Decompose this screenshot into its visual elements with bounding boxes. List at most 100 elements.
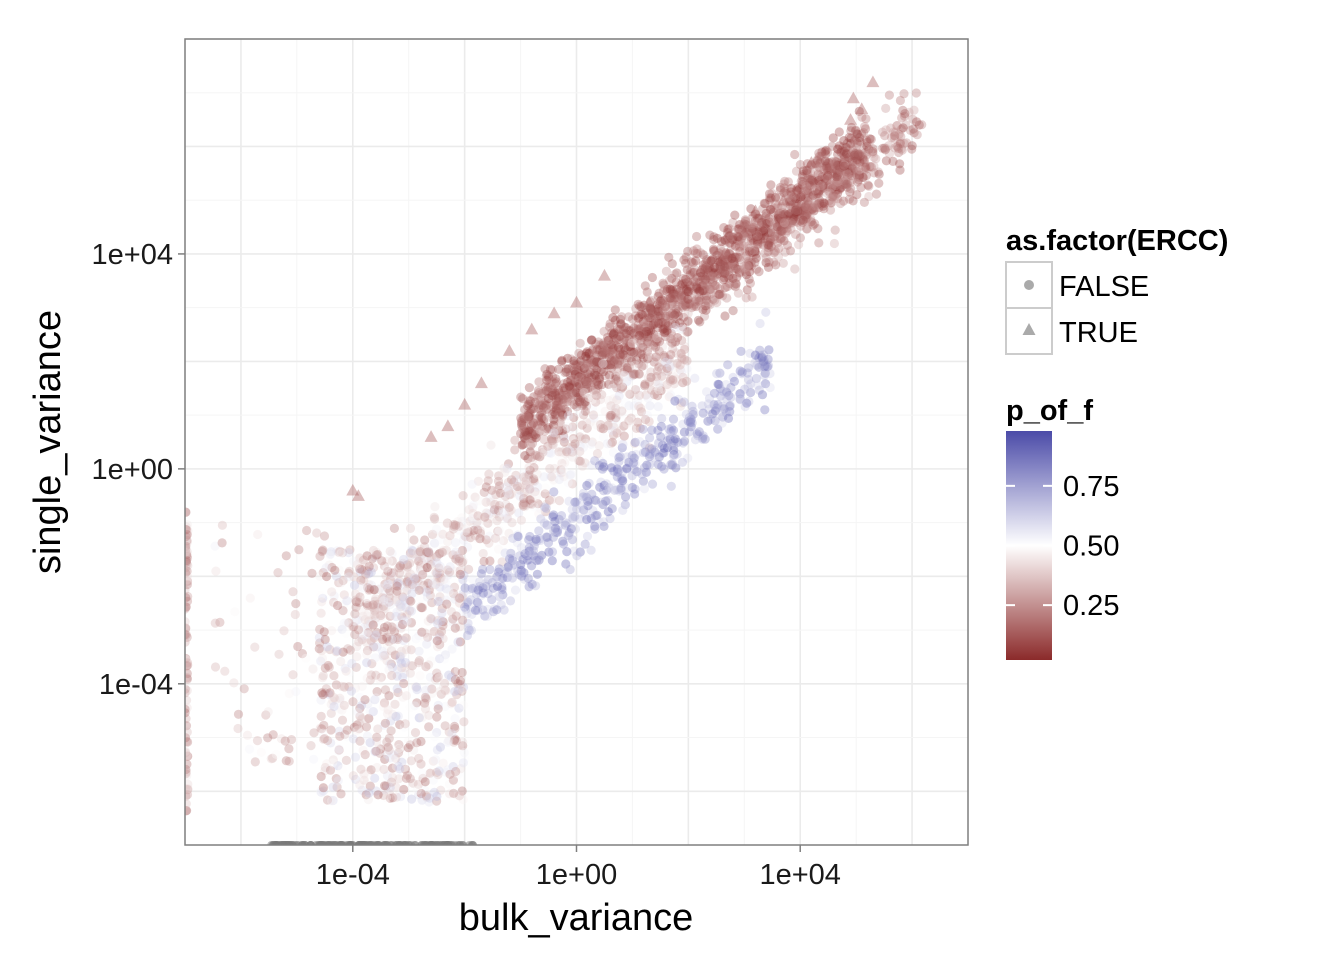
data-point <box>830 191 841 201</box>
data-point <box>690 435 701 445</box>
data-point <box>708 268 719 278</box>
data-point <box>544 374 554 384</box>
data-point <box>594 357 604 368</box>
data-point <box>827 157 837 167</box>
data-point <box>563 530 573 541</box>
data-point <box>555 402 566 412</box>
data-point <box>512 481 523 492</box>
circle-icon <box>1024 280 1034 290</box>
data-point <box>650 334 660 344</box>
data-point <box>543 422 553 432</box>
data-point <box>385 611 395 621</box>
data-point <box>701 291 712 301</box>
data-point <box>398 558 408 568</box>
data-point <box>744 246 754 256</box>
data-point <box>720 282 730 293</box>
data-point <box>562 396 573 407</box>
data-point <box>622 376 632 387</box>
data-point <box>624 342 634 352</box>
data-point <box>759 231 769 241</box>
data-point <box>813 198 823 208</box>
data-point <box>609 422 619 432</box>
data-point <box>800 181 811 191</box>
data-point <box>655 383 665 393</box>
data-point <box>547 472 557 482</box>
data-point <box>608 394 618 404</box>
data-point <box>635 325 645 335</box>
data-point <box>532 451 542 461</box>
data-point <box>479 556 489 567</box>
data-point <box>635 348 645 358</box>
data-point <box>654 297 665 307</box>
data-point <box>790 205 801 215</box>
data-point <box>749 245 759 255</box>
data-point <box>680 278 690 288</box>
data-point <box>630 360 640 370</box>
data-point <box>603 335 614 345</box>
data-point <box>679 427 690 437</box>
data-point <box>561 444 571 454</box>
data-point <box>454 556 464 566</box>
data-point <box>840 159 851 169</box>
data-point <box>598 348 608 358</box>
data-point <box>834 171 844 181</box>
data-point <box>522 430 532 440</box>
data-point <box>811 177 821 187</box>
data-point <box>622 419 632 429</box>
data-point <box>430 514 440 524</box>
data-point <box>419 542 430 552</box>
data-point <box>681 258 691 268</box>
data-point <box>723 255 733 265</box>
data-point <box>912 130 922 140</box>
data-point <box>590 511 601 521</box>
data-point <box>832 185 842 195</box>
data-point <box>750 247 760 257</box>
data-point <box>789 212 799 222</box>
data-point <box>402 562 412 572</box>
data-point <box>866 162 877 172</box>
data-point <box>582 423 592 433</box>
data-point <box>827 163 838 173</box>
data-point <box>525 484 535 494</box>
data-point <box>680 300 690 310</box>
data-point <box>348 622 358 632</box>
data-point <box>551 388 562 398</box>
data-point <box>211 566 221 576</box>
data-point <box>696 248 706 258</box>
data-point <box>711 281 721 291</box>
data-point <box>667 273 677 283</box>
data-point <box>661 319 671 329</box>
data-point <box>598 338 608 348</box>
data-point <box>802 203 812 213</box>
data-point <box>820 146 830 157</box>
data-point <box>560 390 570 400</box>
data-point <box>638 327 649 337</box>
data-point <box>559 379 569 389</box>
data-point <box>825 164 835 174</box>
data-point <box>671 308 681 318</box>
data-point <box>519 439 529 449</box>
data-point <box>816 184 826 194</box>
data-point <box>648 329 659 339</box>
data-point <box>730 259 740 269</box>
data-point <box>515 482 525 492</box>
data-point <box>611 340 621 350</box>
data-point <box>587 335 597 345</box>
data-point <box>688 275 698 285</box>
data-point <box>720 259 731 269</box>
data-point <box>363 618 373 629</box>
data-point <box>657 299 668 309</box>
data-point <box>747 234 757 244</box>
data-point <box>795 207 805 217</box>
data-point <box>185 727 192 737</box>
data-point <box>692 231 702 242</box>
data-point <box>747 248 757 258</box>
data-point <box>665 275 675 285</box>
data-point <box>802 212 812 223</box>
data-point <box>896 124 907 134</box>
data-point <box>450 538 461 548</box>
data-point <box>769 228 779 238</box>
data-point <box>730 241 741 251</box>
data-point <box>559 383 569 393</box>
data-point <box>573 380 583 390</box>
